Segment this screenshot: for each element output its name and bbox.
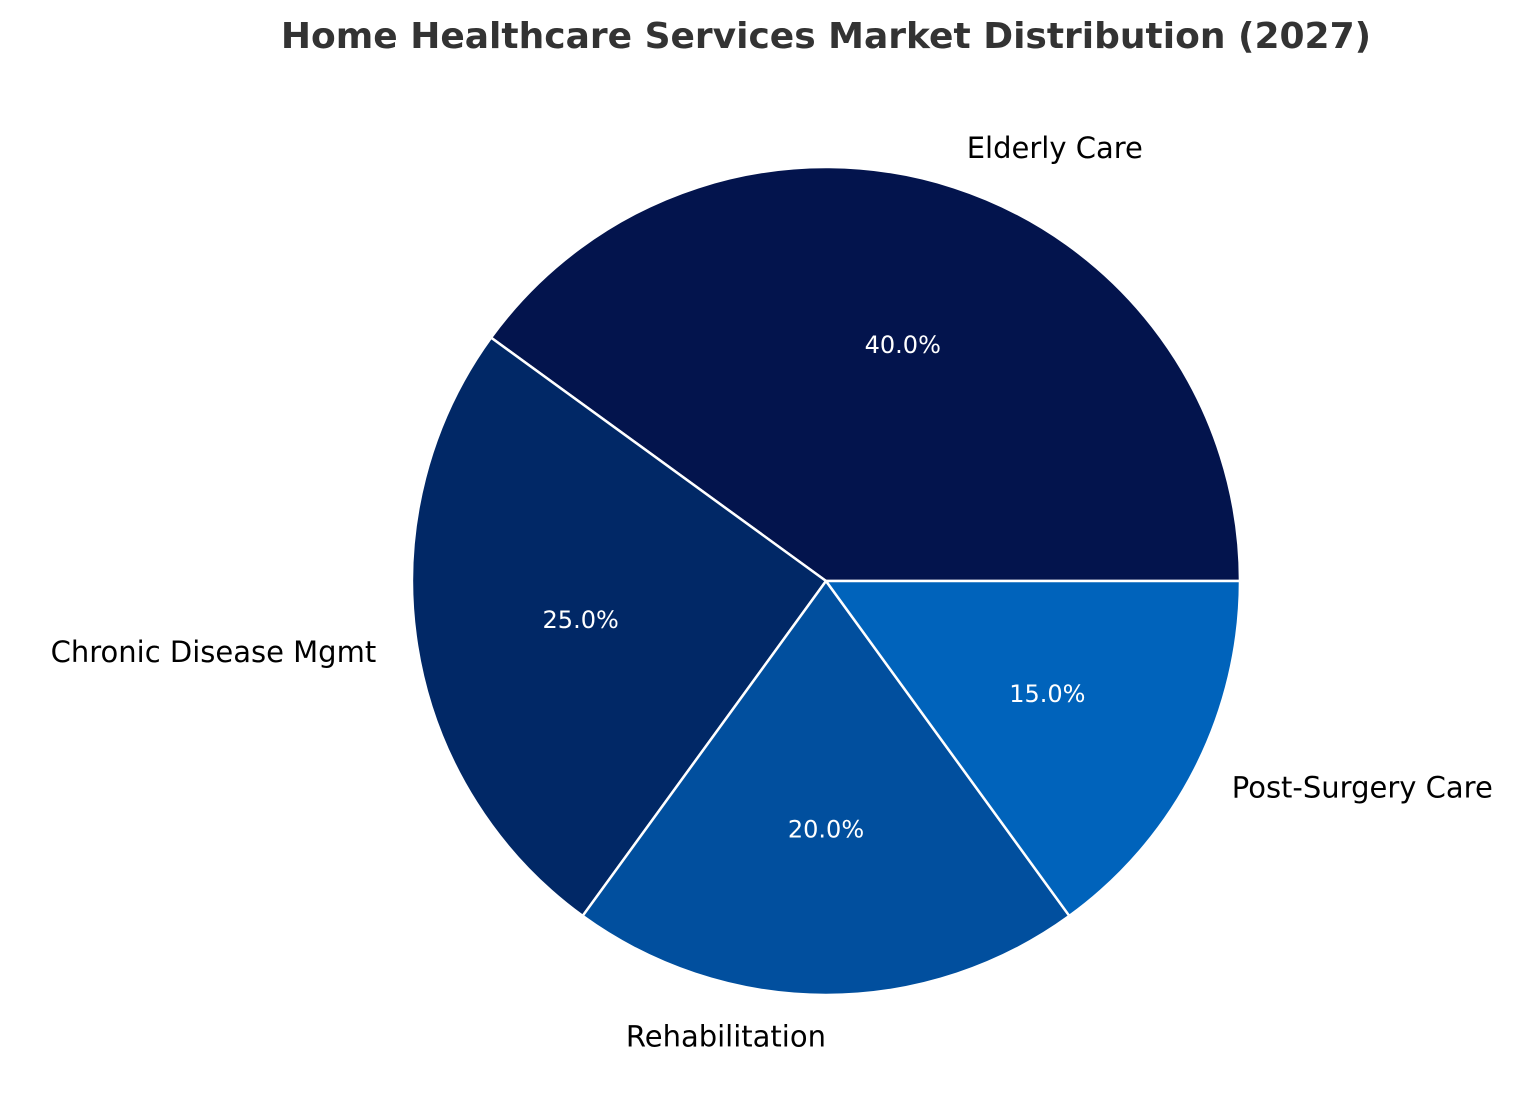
- percent-label: 40.0%: [865, 331, 941, 359]
- slice-labels: Elderly Care Chronic Disease Mgmt Rehabili…: [51, 131, 1493, 1054]
- pie-slice-post-surgery-care: [824, 579, 1242, 918]
- slice-label: Chronic Disease Mgmt: [51, 635, 377, 669]
- slice-label: Post-Surgery Care: [1232, 771, 1493, 805]
- percent-label: 20.0%: [788, 815, 864, 843]
- slice-label: Rehabilitation: [626, 1019, 826, 1053]
- pie-slice-elderly-care: [489, 165, 1242, 583]
- chart-title: Home Healthcare Services Market Distribu…: [281, 16, 1371, 57]
- percent-label: 25.0%: [543, 606, 619, 634]
- percent-label: 15.0%: [1009, 680, 1085, 708]
- pie-slice-chronic-disease-mgmt: [410, 336, 828, 918]
- pie-slice-rehabilitation: [581, 579, 1071, 997]
- slice-label: Elderly Care: [967, 131, 1143, 165]
- percent-labels: 40.0% 25.0% 20.0% 15.0%: [543, 331, 1086, 844]
- pie-slices: [410, 165, 1242, 997]
